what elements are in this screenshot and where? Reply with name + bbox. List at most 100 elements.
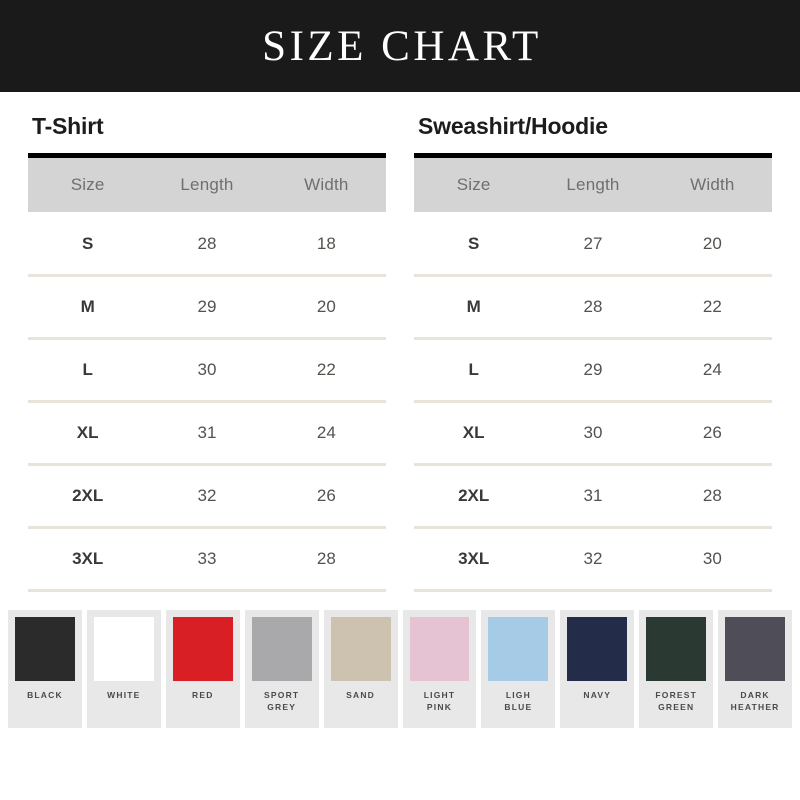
sweatshirt-length-xl: 30 <box>533 401 653 467</box>
table-row: L 30 22 <box>28 338 386 404</box>
swatch-chip-sand <box>330 617 391 682</box>
table-row: M 29 20 <box>28 275 386 341</box>
tshirt-length-m: 29 <box>147 275 267 341</box>
color-swatch-forest-green[interactable]: FOREST GREEN <box>639 610 714 729</box>
table-row: XL 30 26 <box>414 401 772 467</box>
color-swatch-dark-heather[interactable]: DARK HEATHER <box>718 610 793 729</box>
table-row: 2XL 32 26 <box>28 464 386 530</box>
swatch-chip-light-blue <box>488 617 549 682</box>
table-row: 3XL 33 28 <box>28 527 386 593</box>
tshirt-header-length: Length <box>147 153 267 213</box>
color-swatch-light-pink[interactable]: LIGHT PINK <box>402 610 477 729</box>
table-row: 3XL 32 30 <box>414 527 772 593</box>
tshirt-length-l: 30 <box>147 338 267 404</box>
tshirt-table-head: Size Length Width <box>28 153 386 213</box>
color-swatch-black[interactable]: BLACK <box>8 610 82 729</box>
tshirt-header-row: Size Length Width <box>28 153 386 213</box>
sweatshirt-length-s: 27 <box>533 212 653 278</box>
sweatshirt-size-2xl: 2XL <box>414 464 534 530</box>
sweatshirt-header-width: Width <box>652 153 772 213</box>
sweatshirt-length-l: 29 <box>533 338 653 404</box>
swatch-label-red: RED <box>191 690 214 701</box>
swatch-label-dark-heather: DARK HEATHER <box>730 690 780 712</box>
sweatshirt-header-length: Length <box>533 153 653 213</box>
sweatshirt-length-m: 28 <box>533 275 653 341</box>
tshirt-size-3xl: 3XL <box>28 527 148 593</box>
table-row: 2XL 31 28 <box>414 464 772 530</box>
sweatshirt-length-3xl: 32 <box>533 527 653 593</box>
tshirt-table-body: S 28 18 M 29 20 L 30 22 XL <box>28 212 386 593</box>
swatch-chip-navy <box>567 617 628 682</box>
sweatshirt-width-3xl: 30 <box>652 527 772 593</box>
tshirt-size-l: L <box>28 338 148 404</box>
tshirt-size-2xl: 2XL <box>28 464 148 530</box>
tshirt-length-xl: 31 <box>147 401 267 467</box>
color-swatch-light-blue[interactable]: LIGH BLUE <box>481 610 556 729</box>
table-row: M 28 22 <box>414 275 772 341</box>
tshirt-table-block: T-Shirt Size Length Width S 28 18 <box>28 113 386 593</box>
tshirt-width-l: 22 <box>266 338 386 404</box>
tshirt-table-title: T-Shirt <box>32 113 104 139</box>
sweatshirt-table-title: Sweashirt/Hoodie <box>418 113 608 139</box>
swatch-label-light-pink: LIGHT PINK <box>423 690 456 712</box>
swatch-label-black: BLACK <box>27 690 63 701</box>
sweatshirt-size-l: L <box>414 338 534 404</box>
tshirt-size-xl: XL <box>28 401 148 467</box>
tshirt-length-3xl: 33 <box>147 527 267 593</box>
sweatshirt-width-s: 20 <box>652 212 772 278</box>
sweatshirt-size-s: S <box>414 212 534 278</box>
swatch-label-navy: NAVY <box>583 690 612 701</box>
sweatshirt-size-m: M <box>414 275 534 341</box>
tshirt-width-3xl: 28 <box>266 527 386 593</box>
swatch-label-white: WHITE <box>107 690 141 701</box>
swatch-chip-light-pink <box>409 617 470 682</box>
swatch-chip-red <box>172 617 233 682</box>
table-row: XL 31 24 <box>28 401 386 467</box>
color-swatch-sand[interactable]: SAND <box>323 610 398 729</box>
swatch-chip-forest-green <box>646 617 707 682</box>
sweatshirt-size-3xl: 3XL <box>414 527 534 593</box>
tshirt-size-table: Size Length Width S 28 18 M 29 20 <box>28 153 386 593</box>
sweatshirt-width-2xl: 28 <box>652 464 772 530</box>
table-row: L 29 24 <box>414 338 772 404</box>
sweatshirt-length-2xl: 31 <box>533 464 653 530</box>
sweatshirt-width-xl: 26 <box>652 401 772 467</box>
sweatshirt-size-table: Size Length Width S 27 20 M 28 22 <box>414 153 772 593</box>
page-header-banner: SIZE CHART <box>0 0 800 92</box>
tshirt-size-s: S <box>28 212 148 278</box>
tshirt-length-2xl: 32 <box>147 464 267 530</box>
color-swatch-white[interactable]: WHITE <box>86 610 161 729</box>
swatch-chip-sport-grey <box>251 617 312 682</box>
color-swatch-red[interactable]: RED <box>165 610 240 729</box>
tshirt-length-s: 28 <box>147 212 267 278</box>
sweatshirt-size-xl: XL <box>414 401 534 467</box>
tshirt-width-xl: 24 <box>266 401 386 467</box>
sweatshirt-table-block: Sweashirt/Hoodie Size Length Width S 27 … <box>414 113 772 593</box>
sweatshirt-table-head: Size Length Width <box>414 153 772 213</box>
swatch-label-sand: SAND <box>346 690 376 701</box>
swatch-label-sport-grey: SPORT GREY <box>264 690 300 712</box>
sweatshirt-header-row: Size Length Width <box>414 153 772 213</box>
swatch-label-forest-green: FOREST GREEN <box>655 690 698 712</box>
page-title: SIZE CHART <box>262 22 542 70</box>
color-swatch-strip: BLACK WHITE RED SPORT GREY SAND LIGHT PI… <box>0 592 800 738</box>
swatch-chip-white <box>93 617 154 682</box>
sweatshirt-width-m: 22 <box>652 275 772 341</box>
tshirt-width-m: 20 <box>266 275 386 341</box>
swatch-label-light-blue: LIGH BLUE <box>504 690 533 712</box>
size-tables-container: T-Shirt Size Length Width S 28 18 <box>0 92 800 593</box>
sweatshirt-table-body: S 27 20 M 28 22 L 29 24 XL <box>414 212 772 593</box>
tshirt-width-s: 18 <box>266 212 386 278</box>
table-row: S 27 20 <box>414 212 772 278</box>
color-swatch-sport-grey[interactable]: SPORT GREY <box>244 610 319 729</box>
sweatshirt-width-l: 24 <box>652 338 772 404</box>
swatch-chip-dark-heather <box>725 617 786 682</box>
tshirt-width-2xl: 26 <box>266 464 386 530</box>
table-row: S 28 18 <box>28 212 386 278</box>
tshirt-header-size: Size <box>28 153 148 213</box>
swatch-chip-black <box>15 617 75 682</box>
tshirt-size-m: M <box>28 275 148 341</box>
tshirt-header-width: Width <box>266 153 386 213</box>
color-swatch-navy[interactable]: NAVY <box>560 610 635 729</box>
